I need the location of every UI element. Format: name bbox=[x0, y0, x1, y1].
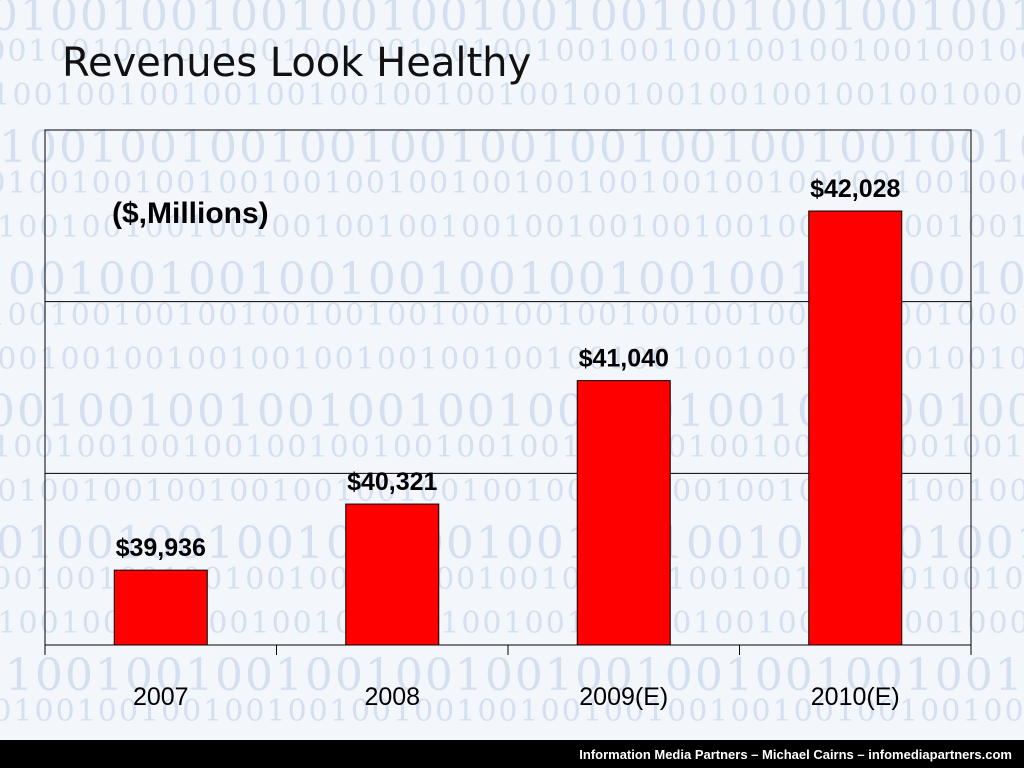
data-label: $40,321 bbox=[347, 468, 437, 496]
binary-pattern-row: 0010010010010010010010010010010010010010… bbox=[0, 78, 1024, 113]
binary-pattern-row: 0010010010010010010010010010010010010010… bbox=[0, 34, 1024, 69]
bars bbox=[113, 210, 903, 646]
bar bbox=[576, 380, 671, 646]
value-labels: $39,936 $40,321 $41,040 $42,028 bbox=[116, 175, 901, 562]
binary-pattern-row: 0010010010010010010010010010010010010010… bbox=[0, 650, 1024, 701]
bar bbox=[345, 503, 440, 646]
x-tick-label: 2008 bbox=[364, 683, 420, 711]
x-tick-label: 2007 bbox=[133, 683, 189, 711]
bar-chart: $39,936$40,321$41,040$42,028 2007 2008 200… bbox=[44, 129, 972, 711]
data-label: $39,936 bbox=[116, 534, 206, 562]
binary-pattern-row: 0010010010010010010010010010010010010010… bbox=[0, 694, 1024, 729]
binary-pattern-row: 0010010010010010010010010010010010010010… bbox=[0, 166, 1024, 201]
x-axis: 2007 2008 2009(E) 2010(E) bbox=[44, 645, 972, 711]
footer-bar: Information Media Partners – Michael Cai… bbox=[0, 740, 1024, 768]
page-title: Revenues Look Healthy bbox=[62, 40, 532, 86]
chart-annotation: ($,Millions) bbox=[112, 197, 269, 230]
x-tick-label: 2009(E) bbox=[579, 683, 668, 711]
binary-pattern-row: 0010010010010010010010010010010010010010… bbox=[0, 0, 1024, 41]
footer-text: Information Media Partners – Michael Cai… bbox=[579, 747, 1012, 762]
data-label: $42,028 bbox=[810, 175, 900, 203]
x-tick-label: 2010(E) bbox=[811, 683, 900, 711]
bar bbox=[808, 210, 903, 646]
data-label: $41,040 bbox=[579, 345, 669, 373]
bar bbox=[113, 569, 208, 646]
